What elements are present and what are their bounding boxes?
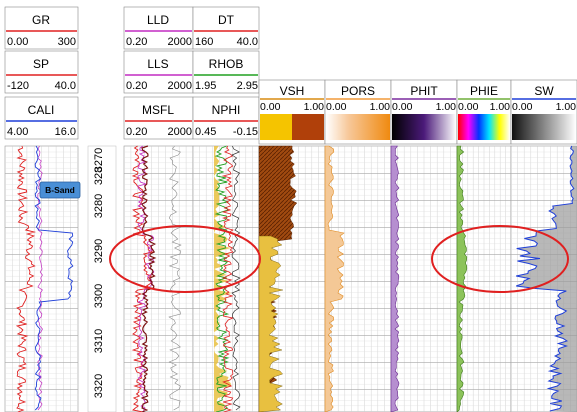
depth-label: 3310 (93, 329, 105, 353)
highlight-ellipse-resistivity (109, 225, 261, 293)
lld-curve-name: LLD (147, 13, 169, 27)
phit-scale-max: 1.00 (436, 101, 457, 113)
dt-scale-max: 40.0 (237, 36, 258, 48)
dt-scale-min: 160 (195, 36, 213, 48)
depth-marker-partial: 328 (93, 167, 105, 185)
lld-scale-min: 0.20 (126, 36, 147, 48)
pors-fill (324, 145, 345, 412)
rhob-scale-min: 1.95 (195, 80, 216, 92)
lld-scale-max: 2000 (168, 36, 192, 48)
vsh-scale-max: 1.00 (304, 101, 325, 113)
sp-scale-max: 40.0 (55, 80, 76, 92)
depth-track-bg (87, 145, 117, 412)
cali-curve (34, 145, 74, 411)
rhob-curve-name: RHOB (209, 57, 244, 71)
phit-fill (390, 145, 400, 412)
track-header-vsh: VSH 0.00 1.00 (258, 79, 326, 145)
lls-scale-max: 2000 (168, 80, 192, 92)
depth-label: 3290 (93, 239, 105, 263)
zone-label-b-sand: B-Sand (39, 181, 81, 199)
gr-scale-min: 0.00 (7, 36, 28, 48)
phie-scale-min: 0.00 (458, 101, 479, 113)
track-header-phie: PHIE 0.00 1.00 (456, 79, 512, 145)
nphi-scale-max: -0.15 (233, 126, 258, 138)
log-curves (15, 145, 577, 412)
msfl-curve-name: MSFL (142, 103, 174, 117)
nphi-curve (221, 145, 235, 412)
resistivity-ref-curve (168, 145, 182, 411)
vsh-curve-name: VSH (280, 84, 305, 98)
sw-curve-name: SW (534, 84, 554, 98)
gr-curve-name: GR (32, 13, 50, 27)
depth-label: 3270 (93, 148, 105, 172)
grid-res (123, 145, 194, 412)
track-header-pors: PORS 0.00 1.00 (324, 79, 392, 145)
depth-track: 328 3270 3280 3290 3300 3310 3320 (93, 148, 105, 398)
highlight-ellipse-saturation (431, 225, 569, 293)
sp-scale-min: -120 (7, 80, 29, 92)
sw-curve (515, 145, 575, 412)
gr-curve (15, 145, 37, 412)
nphi-scale-min: 0.45 (195, 126, 216, 138)
track-grids (4, 145, 577, 412)
lls-curve-name: LLS (147, 57, 168, 71)
depth-label: 3320 (93, 374, 105, 398)
rhob-scale-max: 2.95 (237, 80, 258, 92)
depth-label: 3300 (93, 284, 105, 308)
phie-curve-name: PHIE (470, 84, 498, 98)
track-header-gr-sp-cali: GR 0.00 300 SP -120 40.0 CALI 4.00 16.0 (4, 6, 79, 140)
pors-curve-name: PORS (341, 84, 375, 98)
phit-scale-min: 0.00 (392, 101, 413, 113)
cali-curve-name: CALI (28, 103, 55, 117)
track-header-porosity: DT 160 40.0 RHOB 1.95 2.95 NPHI 0.45 -0.… (192, 6, 260, 140)
grid-phie (456, 145, 512, 412)
vsh-scale-min: 0.00 (260, 101, 281, 113)
zone-label-text: B-Sand (45, 185, 75, 195)
sw-scale-min: 0.00 (512, 101, 533, 113)
cali-scale-min: 4.00 (7, 126, 28, 138)
track-header-phit: PHIT 0.00 1.00 (390, 79, 458, 145)
track-header-sw: SW 0.00 1.00 (510, 79, 577, 145)
lls-curve (140, 145, 157, 412)
cali-scale-max: 16.0 (55, 126, 76, 138)
msfl-scale-min: 0.20 (126, 126, 147, 138)
dt-curve (231, 145, 241, 411)
vsh-sand-fill (258, 235, 284, 412)
dt-curve-name: DT (218, 13, 235, 27)
gr-scale-max: 300 (58, 36, 76, 48)
rhob-curve (214, 145, 230, 412)
phie-fill (456, 145, 468, 412)
track-header-resistivity: LLD 0.20 2000 LLS 0.20 2000 MSFL 0.20 20… (123, 6, 194, 140)
nphi-curve-name: NPHI (212, 103, 241, 117)
sw-scale-max: 1.00 (556, 101, 577, 113)
lls-scale-min: 0.20 (126, 80, 147, 92)
pors-scale-min: 0.00 (326, 101, 347, 113)
phie-scale-max: 1.00 (490, 101, 511, 113)
msfl-scale-max: 2000 (168, 126, 192, 138)
pors-scale-max: 1.00 (370, 101, 391, 113)
phit-curve-name: PHIT (410, 84, 438, 98)
msfl-curve (131, 145, 154, 412)
depth-label: 3280 (93, 194, 105, 218)
sw-hydrocarbon-fill (516, 146, 577, 412)
sp-curve-name: SP (33, 57, 49, 71)
